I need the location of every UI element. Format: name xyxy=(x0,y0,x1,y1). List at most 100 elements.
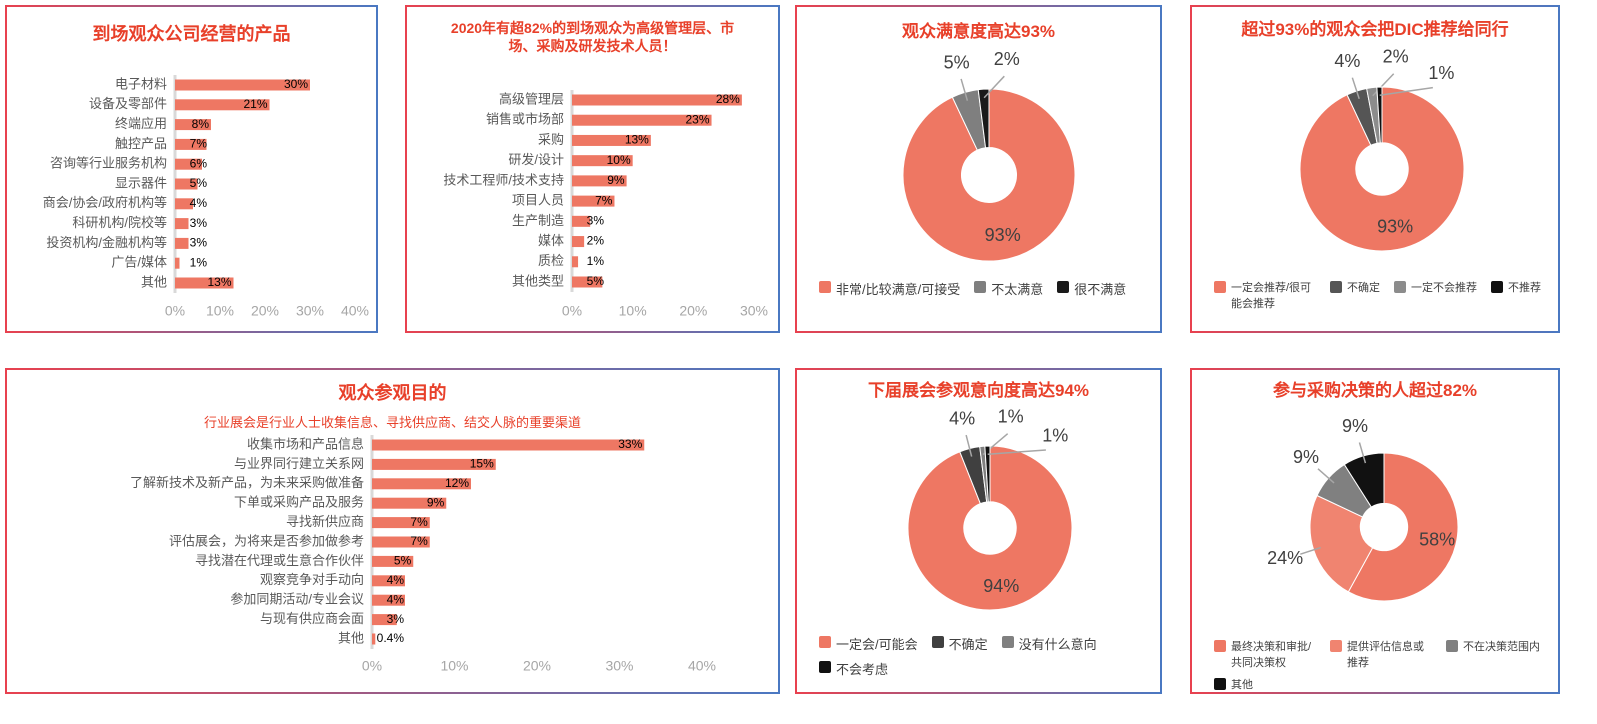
bar xyxy=(572,155,633,167)
leader-line xyxy=(960,78,969,101)
legend-swatch xyxy=(1330,281,1342,293)
chart-title: 观众参观目的 xyxy=(338,383,447,403)
category-label: 寻找新供应商 xyxy=(286,514,364,529)
pie-slice xyxy=(984,445,991,503)
chart-subtitle: 行业展会是行业人士收集信息、寻找供应商、结交人脉的重要渠道 xyxy=(203,415,581,430)
pie-slice xyxy=(1347,452,1459,602)
legend-item: 没有什么意向 xyxy=(1001,634,1097,653)
category-label: 咨询等行业服务机构 xyxy=(50,156,167,171)
value-label: 9% xyxy=(607,173,625,187)
legend-swatch xyxy=(1446,640,1458,652)
chart: 93% 4% 2% 1% xyxy=(1299,47,1465,252)
legend-label: 最终决策和审批/共同决策权 xyxy=(1231,641,1312,669)
value-label: 7% xyxy=(190,137,208,151)
value-label: 13% xyxy=(625,133,649,147)
slice-label: 1% xyxy=(1042,426,1068,446)
category-label: 销售或市场部 xyxy=(486,112,564,127)
legend-swatch xyxy=(1214,640,1226,652)
value-label: 6% xyxy=(190,156,208,170)
bar xyxy=(372,458,496,470)
bar xyxy=(372,555,414,567)
bar xyxy=(175,138,207,150)
leader-line xyxy=(987,449,1046,455)
bar xyxy=(175,119,211,131)
legend-label: 不会考虑 xyxy=(836,662,889,677)
category-label: 其他类型 xyxy=(512,273,564,288)
pie-slice xyxy=(1309,494,1374,593)
chart-panel: 58% 24% 9% 9% 参与采购决策的人超过82% 最终决策和审批/共同决策权 提供评估… xyxy=(1190,368,1560,694)
chart-title: 参与采购决策的人超过82% xyxy=(1272,381,1478,400)
pie-slice xyxy=(977,88,990,149)
chart: 93% 5% 2% xyxy=(902,49,1076,262)
category-label: 显示器件 xyxy=(115,175,167,190)
bar xyxy=(372,614,397,626)
category-label: 了解新技术及新产品，为未来采购做准备 xyxy=(130,475,364,490)
slice-label: 5% xyxy=(944,52,970,72)
category-label: 项目人员 xyxy=(512,193,564,208)
leader-line xyxy=(1351,77,1360,100)
category-label: 收集市场和产品信息 xyxy=(247,436,364,451)
pie-slice xyxy=(902,88,1076,262)
x-tick-label: 20% xyxy=(251,303,279,319)
legend-item: 最终决策和审批/共同决策权 xyxy=(1214,638,1316,670)
category-label: 电子材料 xyxy=(115,76,167,91)
leader-line xyxy=(965,434,973,457)
value-label: 7% xyxy=(410,534,428,548)
x-tick-label: 30% xyxy=(296,303,324,319)
bar xyxy=(175,158,202,170)
legend-swatch xyxy=(931,636,944,648)
leader-line xyxy=(1358,442,1367,464)
category-label: 下单或采购产品及服务 xyxy=(234,495,364,510)
value-label: 3% xyxy=(190,216,208,230)
chart-title: 2020年有超82%的到场观众为高级管理层、市场、采购及研发技术人员！ xyxy=(450,20,735,55)
bar xyxy=(572,256,579,268)
category-label: 媒体 xyxy=(538,233,564,248)
slice-label: 9% xyxy=(1293,447,1319,467)
x-tick-label: 0% xyxy=(165,303,185,319)
value-label: 3% xyxy=(387,612,405,626)
slice-label: 9% xyxy=(1342,416,1368,436)
legend: 一定会推荐/很可能会推荐 不确定 一定不会推荐 不推荐 xyxy=(1214,279,1550,311)
leader-line xyxy=(983,75,1005,99)
category-label: 研发/设计 xyxy=(508,152,564,167)
value-label: 5% xyxy=(587,274,605,288)
category-label: 广告/媒体 xyxy=(111,255,167,270)
chart: 94% 4% 1% 1% xyxy=(907,407,1073,611)
value-label: 0.4% xyxy=(377,631,405,645)
legend-label: 一定会/可能会 xyxy=(836,637,918,652)
bar xyxy=(372,594,405,606)
legend-item: 一定会/可能会 xyxy=(819,634,918,653)
slice-label: 93% xyxy=(985,225,1021,245)
x-tick-label: 10% xyxy=(619,303,647,319)
value-label: 3% xyxy=(587,214,605,228)
legend-swatch xyxy=(819,281,831,293)
legend-label: 不在决策范围内 xyxy=(1463,641,1540,653)
legend: 非常/比较满意/可接受 不太满意 很不满意 xyxy=(819,279,1152,298)
value-label: 30% xyxy=(284,77,308,91)
x-tick-label: 0% xyxy=(562,303,582,319)
category-label: 与业界同行建立关系网 xyxy=(234,456,364,471)
category-label: 采购 xyxy=(538,132,564,147)
slice-label: 1% xyxy=(998,407,1024,427)
chart-title: 到场观众公司经营的产品 xyxy=(92,24,291,44)
x-tick-label: 20% xyxy=(523,658,551,674)
leader-line xyxy=(1372,73,1395,97)
legend-label: 一定会推荐/很可能会推荐 xyxy=(1231,282,1312,310)
bar xyxy=(572,236,585,248)
legend-item: 提供评估信息或推荐 xyxy=(1330,638,1432,670)
chart: 0% 10% 20% 30% 高级管理层 28% 销售或市场部 23% 采购 13% 研发/设计 10… xyxy=(443,90,768,319)
slice-label: 4% xyxy=(949,408,975,428)
legend-label: 很不满意 xyxy=(1074,282,1127,297)
category-label: 投资机构/金融机构等 xyxy=(46,235,167,250)
value-label: 13% xyxy=(207,275,231,289)
bar xyxy=(175,198,193,210)
value-label: 21% xyxy=(243,97,267,111)
value-label: 1% xyxy=(587,254,605,268)
legend-item: 不太满意 xyxy=(974,279,1043,298)
legend-item: 不确定 xyxy=(1330,279,1380,311)
slice-label: 2% xyxy=(1383,47,1409,67)
pie-slice xyxy=(1376,86,1383,144)
category-label: 终端应用 xyxy=(115,116,167,131)
slice-label: 24% xyxy=(1267,548,1303,568)
